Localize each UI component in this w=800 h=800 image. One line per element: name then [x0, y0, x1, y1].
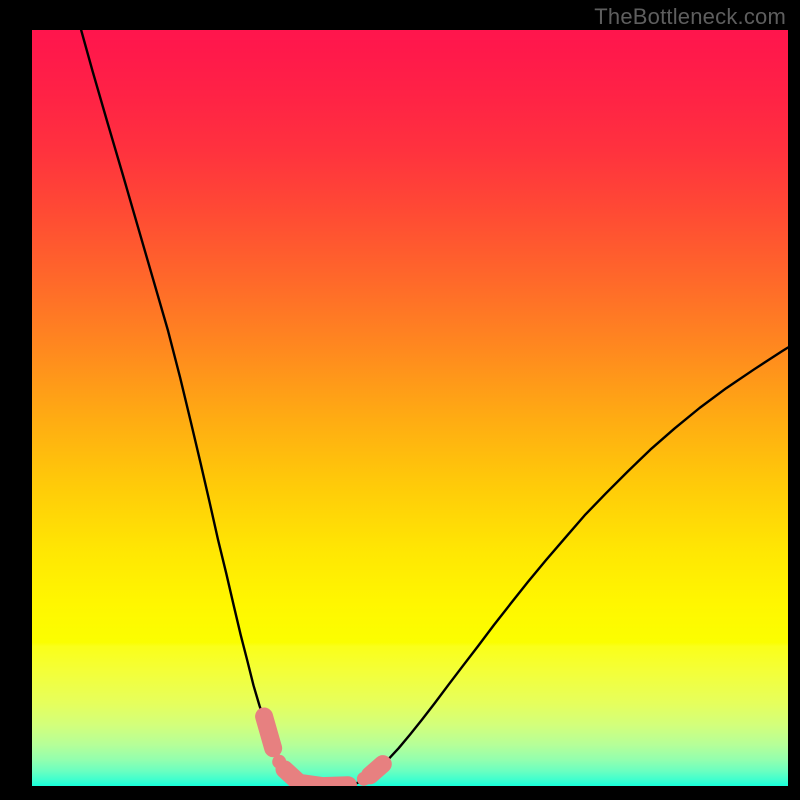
- marker-capsule: [325, 785, 348, 786]
- gradient-background: [32, 30, 788, 786]
- chart-stage: TheBottleneck.com: [0, 0, 800, 800]
- plot-svg: [32, 30, 788, 786]
- watermark-text: TheBottleneck.com: [594, 4, 786, 30]
- marker-capsule: [370, 764, 383, 775]
- marker-capsule: [264, 716, 273, 748]
- plot-area: [32, 30, 788, 786]
